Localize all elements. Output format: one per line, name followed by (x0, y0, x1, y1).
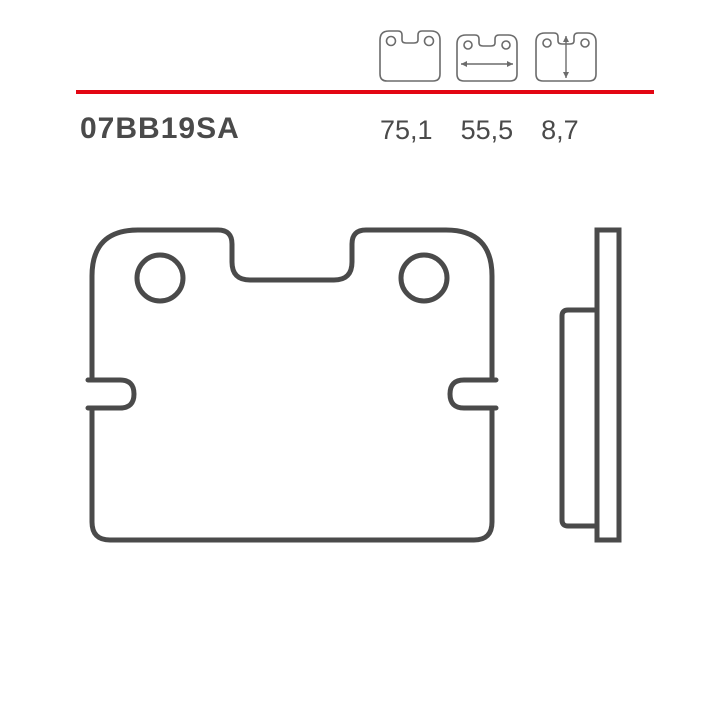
pad-front-icon (374, 28, 446, 84)
technical-drawing-svg (82, 200, 642, 630)
technical-drawing (82, 200, 642, 630)
dimension-icon-row (374, 28, 604, 84)
pad-height-svg (528, 28, 604, 84)
dim-height: 55,5 (461, 115, 514, 146)
dim-width: 75,1 (380, 115, 433, 146)
pad-height-icon (528, 28, 604, 84)
dimension-values: 75,1 55,5 8,7 (380, 115, 579, 146)
dim-thickness: 8,7 (541, 115, 579, 146)
part-code: 07BB19SA (80, 112, 240, 146)
diagram-canvas: 07BB19SA 75,1 55,5 8,7 (0, 0, 724, 724)
pad-width-icon (449, 28, 525, 84)
separator-line (76, 90, 654, 94)
pad-width-svg (449, 28, 525, 84)
part-code-text: 07BB19SA (80, 112, 240, 145)
pad-front-svg (374, 28, 446, 84)
